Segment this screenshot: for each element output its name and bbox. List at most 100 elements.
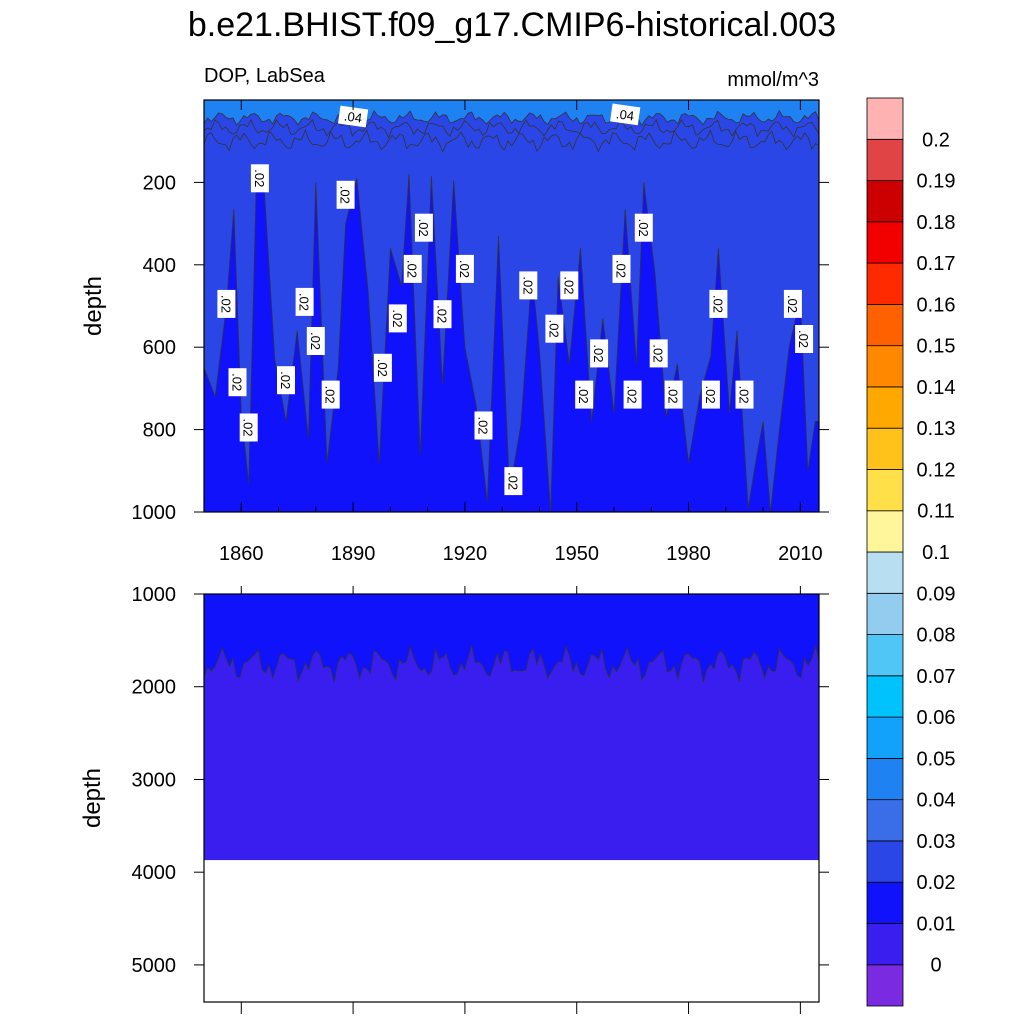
colorbar-label: 0.15 (917, 336, 956, 358)
contour-label-text: .02 (308, 332, 323, 350)
contour-label-text: .02 (710, 295, 725, 313)
colorbar-swatch (866, 716, 904, 759)
colorbar-swatch (866, 345, 904, 388)
lower-axes: 1000 2000 3000 4000 5000 (132, 584, 829, 1014)
colorbar-swatch (866, 675, 904, 718)
y-tick-label: 4000 (132, 862, 177, 884)
contour-label: .02 (664, 380, 683, 409)
colorbar-label: 0.03 (917, 831, 956, 853)
x-tick-label: 1890 (331, 543, 376, 565)
colorbar-label: 0.05 (917, 748, 956, 770)
contour-label: .02 (474, 411, 493, 440)
colorbar-swatch (866, 964, 904, 1007)
contour-label-text: .04 (343, 108, 363, 125)
colorbar-swatch (866, 881, 904, 924)
contour-label-text: .02 (230, 373, 245, 391)
contour-label: .02 (321, 380, 340, 409)
colorbar-swatch (866, 510, 904, 553)
contour-label: .02 (250, 164, 269, 193)
upper-y-axis-title: depth (80, 276, 107, 336)
colorbar-label: 0.02 (917, 872, 956, 894)
chart-title: b.e21.BHIST.f09_g17.CMIP6-historical.003 (188, 6, 836, 44)
variable-label: DOP, LabSea (204, 65, 326, 87)
contour-label: .04 (337, 105, 369, 128)
contour-label-text: .02 (651, 344, 666, 362)
upper-water-layer (203, 593, 820, 683)
colorbar-swatch (866, 303, 904, 347)
y-tick-label: 3000 (132, 769, 177, 791)
contour-label: .02 (373, 353, 392, 382)
contour-label-text: .02 (666, 386, 681, 404)
colorbar-swatch (866, 138, 904, 182)
colorbar-swatch (866, 469, 904, 512)
y-tick-label: 2000 (132, 677, 177, 699)
contour-label: .02 (623, 380, 642, 409)
contour-label-text: .02 (278, 371, 293, 389)
lower-frame (203, 593, 820, 1003)
contour-label-text: .02 (576, 386, 591, 404)
colorbar-label: 0.18 (917, 212, 956, 234)
contour-line (203, 118, 820, 139)
upper-axes: 1860 1890 1920 1950 1980 2010 200 400 600 800 1000 (132, 100, 829, 565)
contour-label-text: .02 (218, 295, 233, 313)
contour-label: .04 (610, 103, 641, 126)
colorbar-label: 0.04 (917, 790, 956, 812)
contour-label-text: .02 (323, 386, 338, 404)
x-tick-label: 2010 (778, 543, 823, 565)
contour-label-text: .02 (435, 305, 450, 323)
colorbar: 0 0.01 0.02 0.03 0.04 0.05 0.06 0.07 0.08 0.09 0.1… (866, 97, 956, 1007)
contour-label: .02 (336, 180, 355, 209)
contour-label: .02 (239, 413, 258, 442)
colorbar-label: 0.19 (917, 171, 956, 193)
lower-y-axis-title: depth (79, 768, 106, 828)
contour-label-text: .02 (416, 219, 431, 237)
colorbar-swatch (866, 221, 904, 264)
contour-label: .02 (575, 380, 594, 409)
x-tick-label: 1980 (666, 543, 711, 565)
contour-label-text: .02 (546, 320, 561, 338)
contour-label: .02 (306, 327, 325, 355)
colorbar-swatch (866, 592, 904, 635)
y-tick-label: 1000 (132, 584, 177, 606)
colorbar-label: 0.06 (917, 707, 956, 729)
colorbar-swatch (866, 262, 904, 305)
deep-layer (203, 174, 820, 513)
contour-label: .02 (649, 339, 668, 368)
contour-label-text: .02 (476, 416, 491, 434)
contour-label: .02 (433, 300, 452, 329)
contour-label: .02 (403, 254, 422, 283)
contour-label-text: .02 (297, 293, 312, 311)
contour-label-text: .02 (375, 359, 390, 377)
contour-label: .02 (295, 287, 314, 316)
contour-label: .02 (709, 289, 728, 318)
seafloor-area (204, 860, 819, 1002)
colorbar-label: 0.17 (917, 253, 956, 275)
colorbar-label: 0.16 (917, 294, 956, 316)
colorbar-label: 0.2 (922, 129, 950, 151)
contour-label: .02 (560, 271, 579, 300)
contour-label-text: .02 (636, 219, 651, 237)
contour-label: .02 (217, 289, 236, 318)
colorbar-label: 0.01 (917, 914, 956, 936)
contour-label-text: .02 (561, 276, 576, 294)
colorbar-swatch (866, 386, 904, 429)
colorbar-label: 0 (930, 955, 941, 977)
lower-field (203, 593, 820, 1002)
contour-label-text: .02 (796, 330, 811, 348)
contour-label: .02 (228, 368, 247, 397)
colorbar-swatch (866, 923, 904, 966)
colorbar-swatch (866, 427, 904, 470)
x-tick-label: 1920 (443, 543, 488, 565)
contour-label-text: .02 (703, 386, 718, 404)
contour-label: .02 (277, 366, 295, 395)
contour-label-text: .02 (520, 276, 535, 294)
contour-label: .02 (783, 289, 802, 318)
contour-label: .02 (414, 213, 433, 242)
contour-label-text: .04 (615, 106, 635, 123)
y-tick-label: 5000 (132, 955, 177, 977)
colorbar-label: 0.13 (917, 418, 956, 440)
y-tick-label: 600 (143, 337, 176, 359)
colorbar-label: 0.14 (917, 377, 956, 399)
colorbar-swatch (866, 758, 904, 801)
